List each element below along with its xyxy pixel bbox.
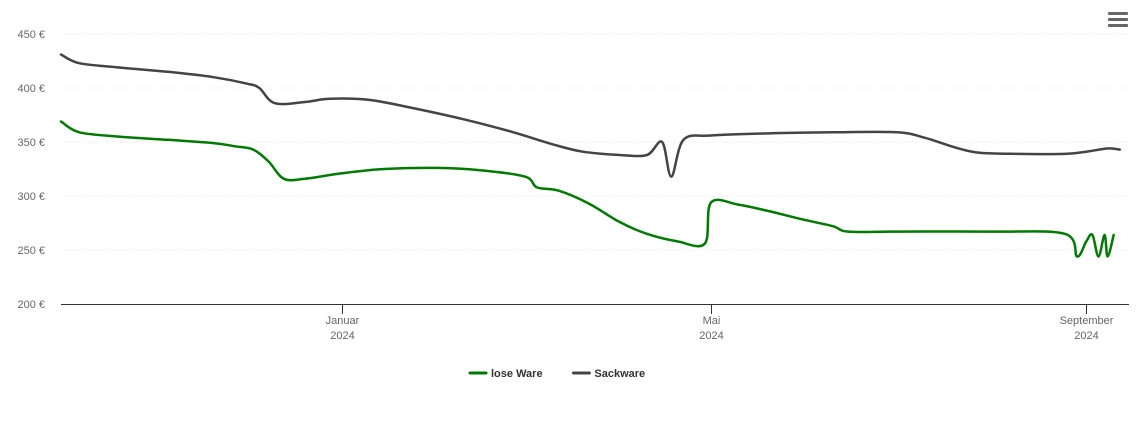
y-tick-label: 350 € [17,137,45,149]
legend-item-sackware[interactable]: Sackware [571,368,645,380]
y-tick-label: 300 € [17,191,45,203]
x-axis: Januar 2024 Mai 2024 September 2024 [61,304,1129,342]
x-tick-label-year: 2024 [330,330,354,342]
series-lines [59,53,1122,258]
series-line-sackware [59,53,1122,178]
x-tick-label-month: Mai [703,315,721,327]
series-line-lose-ware [59,120,1115,258]
x-tick-label-month: September [1060,315,1114,327]
x-tick-label-year: 2024 [699,330,723,342]
y-tick-label: 450 € [17,29,45,41]
x-tick-label-year: 2024 [1074,330,1098,342]
menu-bar [1108,18,1128,21]
y-tick-label: 250 € [17,245,45,257]
legend-label: lose Ware [491,368,543,380]
x-tick-label-month: Januar [326,315,360,327]
y-tick-label: 400 € [17,83,45,95]
legend-item-lose-ware[interactable]: lose Ware [468,368,543,380]
menu-bar [1108,24,1128,27]
legend-label: Sackware [594,368,645,380]
menu-bar [1108,12,1128,15]
grid-lines [61,33,1129,251]
hamburger-menu-icon[interactable] [1106,12,1130,32]
y-tick-label: 200 € [17,299,45,311]
legend: lose Ware Sackware [468,368,645,380]
y-axis: 450 € 400 € 350 € 300 € 250 € 200 € [17,29,45,311]
